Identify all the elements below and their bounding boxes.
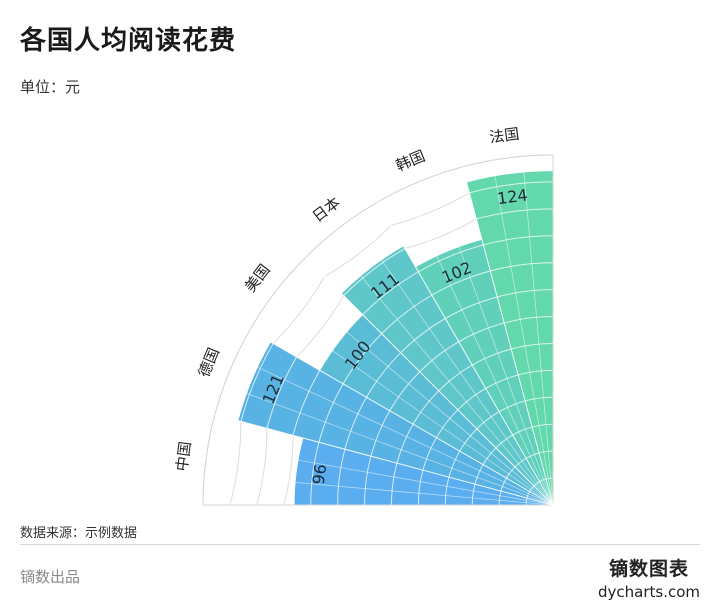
divider [20,544,700,545]
grid-subspoke [491,160,554,506]
grid-subspoke [235,356,554,506]
brand-logo: 镝数图表 dycharts.com [598,554,700,601]
grid-subspoke [223,384,554,506]
grid-subspoke [351,218,554,506]
grid-subspoke [522,156,554,506]
grid-subspoke [404,187,554,506]
grid-subspoke [432,175,554,506]
grid-subspoke [204,474,554,506]
category-label: 美国 [241,261,274,296]
grid-spoke [249,329,554,506]
unit-label: 单位：元 [20,78,81,96]
grid-overlay [202,154,554,506]
grid-spoke [305,257,554,506]
grid-ring [256,428,268,506]
category-label: 德国 [195,345,223,380]
grid-ring [229,421,242,506]
credit-text: 镝数出品 [20,568,81,586]
bar-美国 [319,314,553,505]
grid-subspoke [208,443,554,506]
category-label: 韩国 [393,147,428,175]
grid-spoke [377,201,554,506]
grid-ring [324,224,392,277]
grid-ring [272,276,325,344]
grid-spoke [214,413,554,506]
grid-subspoke [266,303,554,506]
category-label: 日本 [309,193,344,226]
value-label: 96 [309,463,330,486]
bar-韩国 [415,239,553,505]
category-label: 法国 [488,125,520,147]
grid-spoke [461,166,554,506]
grid-ring [283,435,294,506]
grid-ring [296,295,345,358]
grid-ring [404,218,477,250]
value-label: 124 [496,185,529,208]
chart-title: 各国人均阅读花费 [20,26,237,56]
bar-德国 [238,342,553,505]
grid-subspoke [327,236,554,506]
category-label: 中国 [173,440,195,472]
grid-ring [391,192,470,226]
bar-日本 [341,246,553,505]
data-source: 数据来源：示例数据 [20,526,138,541]
grid-subspoke [284,279,554,506]
brand-site: dycharts.com [597,583,700,601]
brand-name: 镝数图表 [608,558,689,580]
